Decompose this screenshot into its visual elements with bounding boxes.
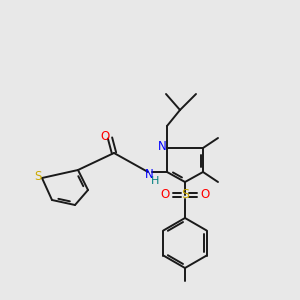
Text: O: O xyxy=(100,130,109,143)
Text: S: S xyxy=(34,170,42,184)
Text: N: N xyxy=(145,169,153,182)
Text: N: N xyxy=(158,140,166,154)
Text: S: S xyxy=(181,188,189,202)
Text: O: O xyxy=(200,188,210,202)
Text: O: O xyxy=(160,188,169,202)
Text: H: H xyxy=(151,176,159,186)
